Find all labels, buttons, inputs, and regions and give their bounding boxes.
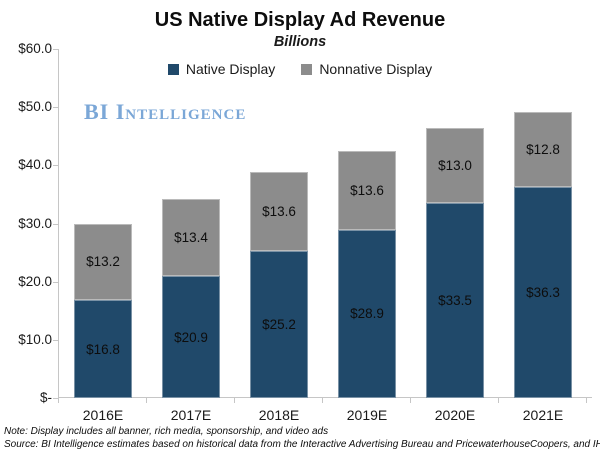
y-axis-tick-label: $- xyxy=(39,390,52,405)
bar-segment-native-display: $25.2 xyxy=(250,251,308,398)
legend-item-nonnative-display: Nonnative Display xyxy=(301,61,432,77)
watermark-bi-intelligence: BI Intelligence xyxy=(84,99,247,124)
bar-column-2021e: $12.8 $36.3 xyxy=(499,49,587,398)
x-axis-tick-mark xyxy=(234,398,235,403)
bar-segment-native-display: $33.5 xyxy=(426,203,484,398)
bar-value-label: $16.8 xyxy=(86,341,120,357)
bar-value-label: $33.5 xyxy=(438,293,472,309)
bar-segment-native-display: $16.8 xyxy=(74,300,132,398)
bar-segment-native-display: $36.3 xyxy=(514,186,572,398)
bar-stack: $13.6 $28.9 xyxy=(338,150,396,398)
x-axis-label-2020e: 2020E xyxy=(434,407,476,423)
legend-label: Native Display xyxy=(185,61,276,77)
bar-value-label: $13.0 xyxy=(438,157,472,173)
bar-segment-nonnative-display: $13.6 xyxy=(250,172,308,252)
x-axis-line xyxy=(58,397,592,398)
footnote-source: Source: BI Intelligence estimates based … xyxy=(4,439,600,450)
bar-segment-native-display: $28.9 xyxy=(338,229,396,398)
legend: Native Display Nonnative Display xyxy=(0,61,600,77)
bar-stack: $13.4 $20.9 xyxy=(162,198,220,398)
x-axis-tick-mark xyxy=(498,398,499,403)
y-axis-tick-mark xyxy=(53,281,58,283)
chart-subtitle: Billions xyxy=(273,34,327,50)
legend-swatch-icon xyxy=(301,63,313,75)
bar-segment-nonnative-display: $13.6 xyxy=(338,150,396,230)
x-axis-labels: 2016E 2017E 2018E 2019E 2020E 2021E xyxy=(59,407,587,423)
bar-stack: $13.0 $33.5 xyxy=(426,127,484,398)
y-axis-tick-label: $20.0 xyxy=(18,273,52,289)
x-axis-tick-mark xyxy=(586,398,587,403)
bar-column-2017e: $13.4 $20.9 xyxy=(147,49,235,398)
legend-label: Nonnative Display xyxy=(319,61,433,77)
y-axis-tick-label: $30.0 xyxy=(18,215,52,231)
chart-title: US Native Display Ad Revenue xyxy=(154,9,446,31)
bar-column-2018e: $13.6 $25.2 xyxy=(235,49,323,398)
bar-segment-nonnative-display: $13.4 xyxy=(162,198,220,277)
bar-segment-nonnative-display: $13.0 xyxy=(426,127,484,204)
bar-value-label: $13.6 xyxy=(350,182,384,198)
bar-stack: $13.6 $25.2 xyxy=(250,172,308,398)
bar-stack: $13.2 $16.8 xyxy=(74,223,132,398)
bar-value-label: $28.9 xyxy=(350,306,384,322)
bar-column-2020e: $13.0 $33.5 xyxy=(411,49,499,398)
bar-value-label: $13.4 xyxy=(174,229,208,245)
y-axis-tick-label: $10.0 xyxy=(18,331,52,347)
x-axis-tick-mark xyxy=(58,398,59,403)
bar-value-label: $20.9 xyxy=(174,329,208,345)
bar-segment-nonnative-display: $13.2 xyxy=(74,223,132,301)
y-axis-tick-label: $50.0 xyxy=(18,99,52,115)
bar-segment-native-display: $20.9 xyxy=(162,276,220,398)
x-axis-label-2019e: 2019E xyxy=(346,407,388,423)
bar-column-2016e: $13.2 $16.8 xyxy=(59,49,147,398)
bar-value-label: $13.6 xyxy=(262,204,296,220)
legend-item-native-display: Native Display xyxy=(167,61,276,77)
x-axis-label-2021e: 2021E xyxy=(522,407,564,423)
bar-value-label: $36.3 xyxy=(526,284,560,300)
bar-column-2019e: $13.6 $28.9 xyxy=(323,49,411,398)
x-axis-tick-mark xyxy=(146,398,147,403)
y-axis-tick-mark xyxy=(53,49,58,50)
y-axis-tick-label: $40.0 xyxy=(18,157,52,173)
y-axis-tick-mark xyxy=(53,165,58,167)
bars-container: $13.2 $16.8 $13.4 $20.9 $13.6 $25.2 $13.6 $28.9… xyxy=(59,49,587,398)
bar-value-label: $13.2 xyxy=(86,254,120,270)
x-axis-tick-mark xyxy=(410,398,411,403)
y-axis-tick-mark xyxy=(53,339,58,341)
bar-value-label: $25.2 xyxy=(262,317,296,333)
y-axis-line xyxy=(58,49,59,398)
y-axis-tick-mark xyxy=(53,398,58,399)
plot-area: $60.0 $50.0 $40.0 $30.0 $20.0 $10.0 $- $13.2 $1… xyxy=(0,41,600,405)
legend-swatch-icon xyxy=(167,63,179,75)
bar-stack: $12.8 $36.3 xyxy=(514,112,572,398)
y-axis-tick-label: $60.0 xyxy=(18,41,52,56)
bar-segment-nonnative-display: $12.8 xyxy=(514,112,572,187)
footnote-note: Note: Display includes all banner, rich … xyxy=(4,426,329,437)
bar-value-label: $12.8 xyxy=(526,142,560,158)
x-axis-label-2017e: 2017E xyxy=(170,407,212,423)
x-axis-label-2018e: 2018E xyxy=(258,407,300,423)
x-axis-label-2016e: 2016E xyxy=(82,407,124,423)
y-axis-tick-mark xyxy=(53,107,58,109)
y-axis-tick-mark xyxy=(53,223,58,225)
x-axis-tick-mark xyxy=(322,398,323,403)
